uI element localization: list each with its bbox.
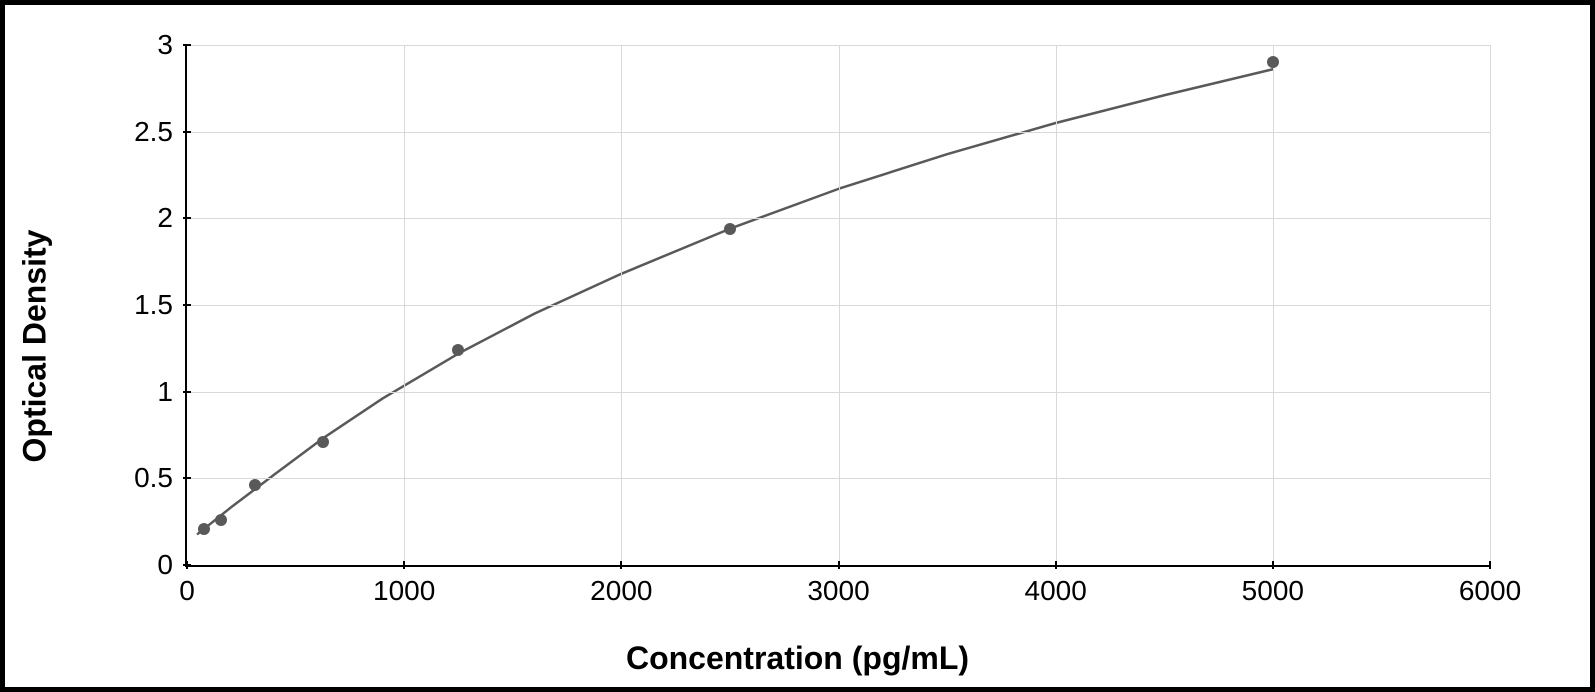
y-tick-label: 0 [157,549,173,581]
x-tick-label: 5000 [1242,575,1304,607]
gridline-horizontal [187,132,1490,133]
x-tick-label: 1000 [373,575,435,607]
y-tick-label: 2.5 [134,116,173,148]
y-tick [183,217,191,219]
chart-container: Optical Density 010002000300040005000600… [45,25,1550,667]
chart-frame: Optical Density 010002000300040005000600… [0,0,1595,692]
gridline-horizontal [187,45,1490,46]
y-tick-label: 3 [157,29,173,61]
y-tick [183,477,191,479]
y-tick [183,564,191,566]
y-axis-label: Optical Density [17,230,54,463]
curve-path [198,69,1273,534]
data-point [198,523,210,535]
y-tick [183,391,191,393]
y-tick [183,304,191,306]
y-tick-label: 1.5 [134,289,173,321]
x-tick [620,561,622,569]
x-tick-label: 0 [179,575,195,607]
x-tick [1489,561,1491,569]
x-tick-label: 6000 [1459,575,1521,607]
x-tick [838,561,840,569]
data-point [249,479,261,491]
x-tick-label: 2000 [590,575,652,607]
plot-area: 010002000300040005000600000.511.522.53 [185,45,1490,567]
y-tick [183,131,191,133]
x-tick [403,561,405,569]
x-tick-label: 4000 [1025,575,1087,607]
y-tick-label: 0.5 [134,462,173,494]
gridline-vertical [1490,45,1491,565]
data-point [452,344,464,356]
gridline-horizontal [187,218,1490,219]
gridline-horizontal [187,478,1490,479]
gridline-horizontal [187,305,1490,306]
data-point [724,223,736,235]
y-tick [183,44,191,46]
data-point [215,514,227,526]
gridline-horizontal [187,392,1490,393]
x-tick [1272,561,1274,569]
data-point [317,436,329,448]
data-point [1267,56,1279,68]
y-tick-label: 1 [157,376,173,408]
x-tick [1055,561,1057,569]
x-tick-label: 3000 [807,575,869,607]
y-tick-label: 2 [157,202,173,234]
x-axis-label: Concentration (pg/mL) [626,640,969,677]
